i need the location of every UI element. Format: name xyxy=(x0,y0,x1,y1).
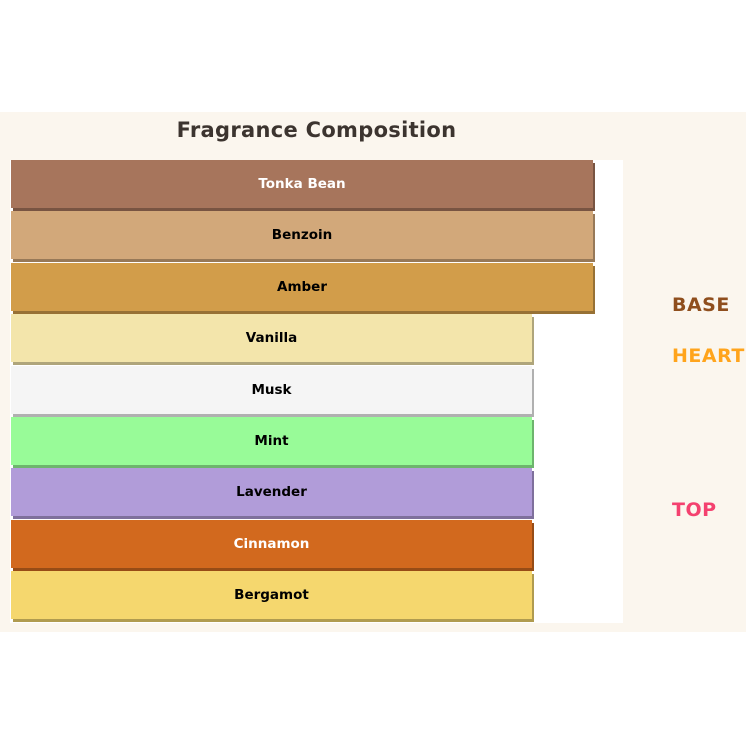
bar-label: Tonka Bean xyxy=(258,176,346,192)
bar-benzoin: Benzoin xyxy=(11,211,593,259)
bar-mint: Mint xyxy=(11,417,532,465)
bar-tonka-bean: Tonka Bean xyxy=(11,160,593,208)
bar-label: Cinnamon xyxy=(233,536,310,552)
bar-label: Mint xyxy=(254,433,289,449)
bar-cinnamon: Cinnamon xyxy=(11,520,532,568)
bar-lavender: Lavender xyxy=(11,468,532,516)
bar-label: Musk xyxy=(251,382,292,398)
bar-label: Benzoin xyxy=(271,227,333,243)
bar-bergamot: Bergamot xyxy=(11,571,532,619)
bar-label: Amber xyxy=(277,279,327,295)
bar-vanilla: Vanilla xyxy=(11,314,532,362)
plot-area: Tonka Bean Benzoin Amber Vanilla Musk Mint Lav… xyxy=(10,160,623,623)
bar-musk: Musk xyxy=(11,366,532,414)
bar-amber: Amber xyxy=(11,263,593,311)
bar-label: Bergamot xyxy=(234,587,309,603)
group-label-heart: HEART xyxy=(672,345,745,367)
group-label-top: TOP xyxy=(672,499,717,521)
group-label-base: BASE xyxy=(672,294,730,316)
chart-title: Fragrance Composition xyxy=(176,118,457,142)
bar-label: Lavender xyxy=(236,484,307,500)
bar-label: Vanilla xyxy=(245,330,298,346)
